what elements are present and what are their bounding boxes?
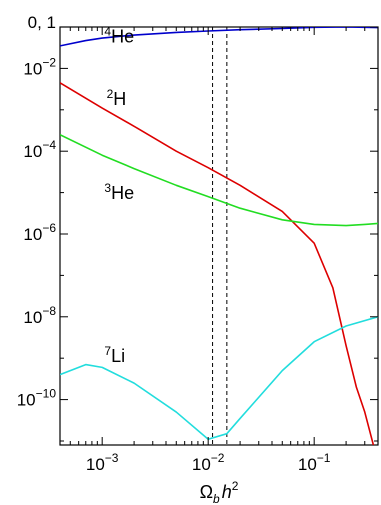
- series-line-li7: [60, 316, 378, 441]
- plot-frame: [59, 26, 379, 446]
- y-tick-label: 10−6: [23, 221, 56, 244]
- series-line-he3: [60, 134, 378, 227]
- ticks-layer: 10−3 10−2 10−1 0, 1 10−2 10−4 10−6 10−8 10−10: [17, 13, 379, 474]
- x-tick-label: 10−2: [192, 451, 225, 474]
- y-tick-label: 0, 1: [28, 13, 56, 32]
- y-tick-label: 10−2: [23, 55, 56, 78]
- series-label-h2: 2H: [107, 87, 127, 109]
- series-label-he4: 4He: [104, 25, 134, 47]
- y-tick-label: 10−10: [17, 387, 57, 410]
- y-tick-label: 10−4: [23, 138, 56, 161]
- x-axis-label: Ωb h2: [200, 479, 239, 505]
- series-label-li7: 7Li: [104, 344, 125, 366]
- series-line-h2: [60, 82, 375, 445]
- x-tick-label: 10−3: [86, 451, 119, 474]
- y-tick-label: 10−8: [23, 304, 56, 327]
- plot-border: [59, 26, 379, 446]
- labels-layer: 4He 2H 3He 7Li: [104, 25, 134, 367]
- series-label-he3: 3He: [104, 181, 134, 203]
- x-tick-label: 10−1: [298, 451, 331, 474]
